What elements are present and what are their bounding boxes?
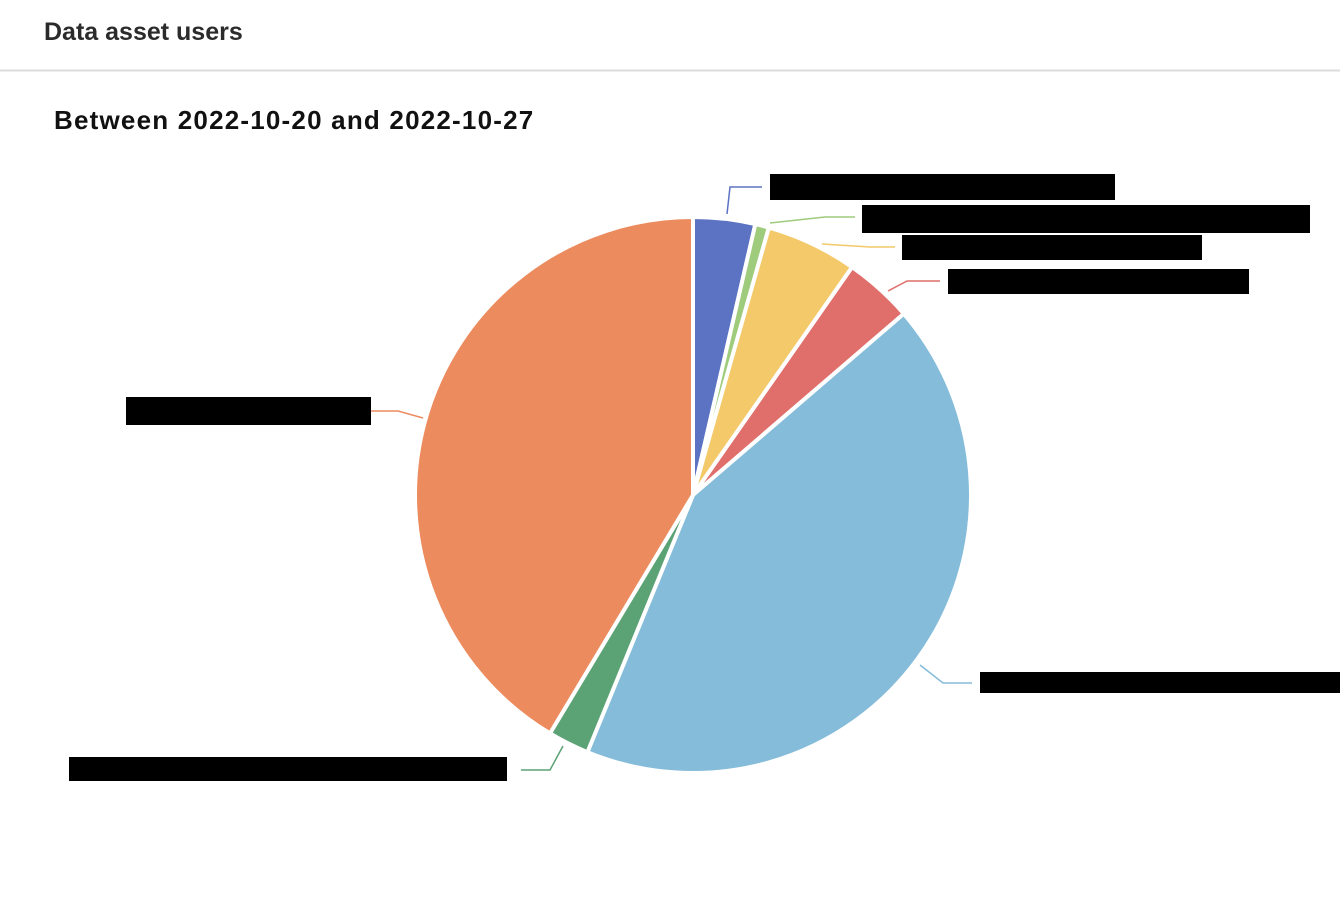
redacted-label — [902, 235, 1202, 260]
redacted-label — [980, 672, 1340, 693]
leader-line — [887, 280, 940, 292]
leader-line — [919, 664, 972, 684]
pie-slice — [413, 215, 695, 736]
redacted-label — [862, 205, 1310, 233]
leader-line — [726, 186, 762, 215]
redacted-label — [126, 397, 371, 425]
redacted-label — [948, 269, 1249, 294]
redacted-label — [69, 757, 507, 781]
chart-title: Between 2022-10-20 and 2022-10-27 — [54, 105, 534, 135]
leader-line — [821, 243, 895, 248]
redacted-label — [770, 174, 1115, 200]
leader-line — [769, 216, 855, 224]
pie — [413, 215, 973, 775]
leader-line — [371, 410, 424, 419]
panel-title: Data asset users — [44, 18, 243, 46]
leader-line — [521, 745, 564, 771]
pie-slice — [585, 311, 973, 775]
